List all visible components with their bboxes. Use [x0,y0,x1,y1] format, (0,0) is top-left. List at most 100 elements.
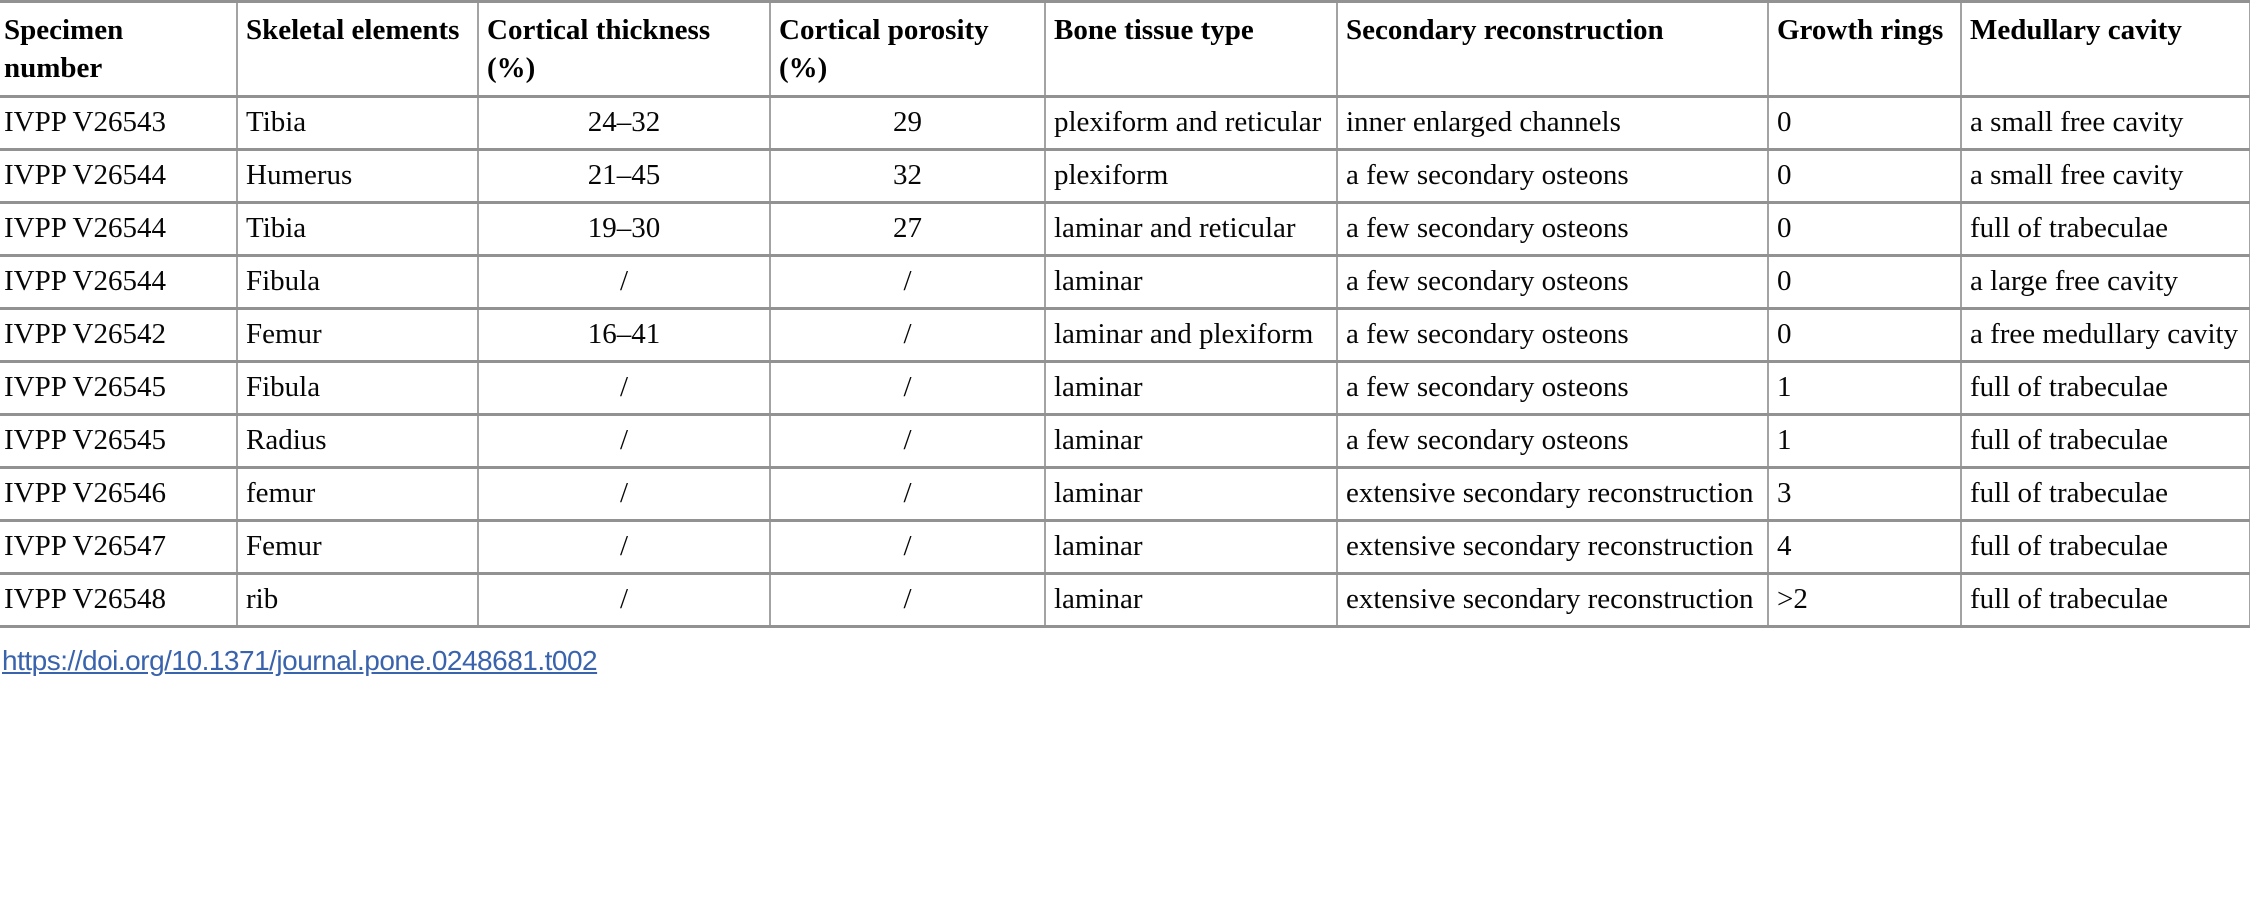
table-cell-cortical-thickness: / [477,519,771,575]
column-header-growth-rings: Growth rings [1767,0,1962,98]
column-header-cortical-porosity: Cortical porosity (%) [769,0,1046,98]
table-cell-cortical-thickness: 21–45 [477,148,771,204]
table-row: IVPP V26542 Femur 16–41/laminar and plexif… [0,307,2250,363]
table-cell-bone-tissue-type: plexiform and reticular [1044,95,1338,151]
table-row: IVPP V26543 Tibia 24–32 29 plexiform and ret… [0,95,2250,151]
table-row: IVPP V26544 Humerus 21–45 32 plexiform a few … [0,148,2250,204]
table-cell-secondary-reconstruction: a few secondary osteons [1336,148,1769,204]
table-cell-growth-rings: 4 [1767,519,1962,575]
table-cell-secondary-reconstruction: a few secondary osteons [1336,413,1769,469]
table-cell-growth-rings: 0 [1767,148,1962,204]
table-cell-medullary-cavity: a large free cavity [1960,254,2250,310]
table-cell-specimen-number: IVPP V26544 [0,148,238,204]
table-cell-specimen-number: IVPP V26543 [0,95,238,151]
table-cell-bone-tissue-type: laminar [1044,413,1338,469]
table-cell-growth-rings: 3 [1767,466,1962,522]
table-cell-secondary-reconstruction: extensive secondary reconstruction [1336,572,1769,628]
table-cell-cortical-porosity: / [769,307,1046,363]
table-cell-cortical-thickness: / [477,413,771,469]
table-cell-growth-rings: 1 [1767,413,1962,469]
table-cell-specimen-number: IVPP V26548 [0,572,238,628]
table-cell-skeletal-elements: Fibula [236,254,479,310]
table-cell-cortical-thickness: 16–41 [477,307,771,363]
table-row: IVPP V26544 Tibia 19–30 27 laminar and retic… [0,201,2250,257]
doi-link[interactable]: https://doi.org/10.1371/journal.pone.024… [2,645,598,676]
column-header-specimen-number: Specimen number [0,0,238,98]
table-cell-medullary-cavity: full of trabeculae [1960,519,2250,575]
table-cell-skeletal-elements: Radius [236,413,479,469]
column-header-cortical-thickness: Cortical thickness (%) [477,0,771,98]
table-cell-secondary-reconstruction: a few secondary osteons [1336,201,1769,257]
table-cell-medullary-cavity: full of trabeculae [1960,360,2250,416]
table-cell-growth-rings: 0 [1767,307,1962,363]
table-cell-cortical-thickness: / [477,254,771,310]
table-cell-secondary-reconstruction: a few secondary osteons [1336,360,1769,416]
table-cell-cortical-thickness: / [477,360,771,416]
table-cell-cortical-porosity: 27 [769,201,1046,257]
table-cell-medullary-cavity: full of trabeculae [1960,201,2250,257]
table-cell-skeletal-elements: Tibia [236,201,479,257]
table-cell-growth-rings: 0 [1767,95,1962,151]
table-row: IVPP V26548 rib / / laminar extensive seconda… [0,572,2250,628]
table-cell-secondary-reconstruction: extensive secondary reconstruction [1336,519,1769,575]
table-cell-skeletal-elements: Femur [236,307,479,363]
table-cell-medullary-cavity: a small free cavity [1960,148,2250,204]
table-cell-specimen-number: IVPP V26545 [0,360,238,416]
table-cell-secondary-reconstruction: a few secondary osteons [1336,307,1769,363]
table-cell-medullary-cavity: full of trabeculae [1960,413,2250,469]
table-cell-cortical-thickness: / [477,572,771,628]
table-cell-medullary-cavity: full of trabeculae [1960,572,2250,628]
table-cell-specimen-number: IVPP V26547 [0,519,238,575]
column-header-skeletal-elements: Skeletal elements [236,0,479,98]
table-cell-bone-tissue-type: laminar [1044,466,1338,522]
table-cell-bone-tissue-type: laminar [1044,519,1338,575]
table-cell-specimen-number: IVPP V26545 [0,413,238,469]
table-cell-skeletal-elements: Fibula [236,360,479,416]
table-row: IVPP V26547 Femur / / laminar extensive secon… [0,519,2250,575]
table-cell-skeletal-elements: Tibia [236,95,479,151]
table-cell-bone-tissue-type: laminar and plexiform [1044,307,1338,363]
table-cell-bone-tissue-type: laminar [1044,254,1338,310]
table-cell-specimen-number: IVPP V26542 [0,307,238,363]
table-cell-cortical-porosity: / [769,572,1046,628]
table-cell-medullary-cavity: full of trabeculae [1960,466,2250,522]
table-cell-growth-rings: 0 [1767,201,1962,257]
table-cell-cortical-thickness: / [477,466,771,522]
table-row: IVPP V26545 Radius / / laminar a few secondar… [0,413,2250,469]
table-cell-medullary-cavity: a free medullary cavity [1960,307,2250,363]
specimen-histology-table: Specimen number Skeletal elements Cortical… [0,0,2250,628]
table-cell-cortical-thickness: 24–32 [477,95,771,151]
table-body: IVPP V26543 Tibia 24–32 29 plexiform and ret… [0,95,2250,628]
table-cell-cortical-porosity: / [769,466,1046,522]
column-header-secondary-reconstruction: Secondary reconstruction [1336,0,1769,98]
table-cell-specimen-number: IVPP V26544 [0,254,238,310]
table-cell-skeletal-elements: Femur [236,519,479,575]
table-row: IVPP V26544 Fibula / / laminar a few secondar… [0,254,2250,310]
table-cell-cortical-porosity: 29 [769,95,1046,151]
table-cell-bone-tissue-type: plexiform [1044,148,1338,204]
table-cell-cortical-thickness: 19–30 [477,201,771,257]
table-cell-skeletal-elements: Humerus [236,148,479,204]
table-cell-growth-rings: 1 [1767,360,1962,416]
table-cell-secondary-reconstruction: inner enlarged channels [1336,95,1769,151]
table-row: IVPP V26545 Fibula / / laminar a few secondar… [0,360,2250,416]
table-cell-skeletal-elements: femur [236,466,479,522]
table-cell-cortical-porosity: 32 [769,148,1046,204]
table-cell-bone-tissue-type: laminar and reticular [1044,201,1338,257]
table-cell-specimen-number: IVPP V26546 [0,466,238,522]
column-header-medullary-cavity: Medullary cavity [1960,0,2250,98]
table-cell-secondary-reconstruction: extensive secondary reconstruction [1336,466,1769,522]
table-cell-cortical-porosity: / [769,254,1046,310]
table-cell-bone-tissue-type: laminar [1044,572,1338,628]
table-header-row: Specimen number Skeletal elements Cortical… [0,0,2250,98]
table-cell-skeletal-elements: rib [236,572,479,628]
table-cell-cortical-porosity: / [769,413,1046,469]
table-row: IVPP V26546 femur / / laminar extensive secon… [0,466,2250,522]
table-cell-specimen-number: IVPP V26544 [0,201,238,257]
table-cell-cortical-porosity: / [769,360,1046,416]
column-header-bone-tissue-type: Bone tissue type [1044,0,1338,98]
table-cell-cortical-porosity: / [769,519,1046,575]
table-cell-growth-rings: 0 [1767,254,1962,310]
table-cell-growth-rings: >2 [1767,572,1962,628]
